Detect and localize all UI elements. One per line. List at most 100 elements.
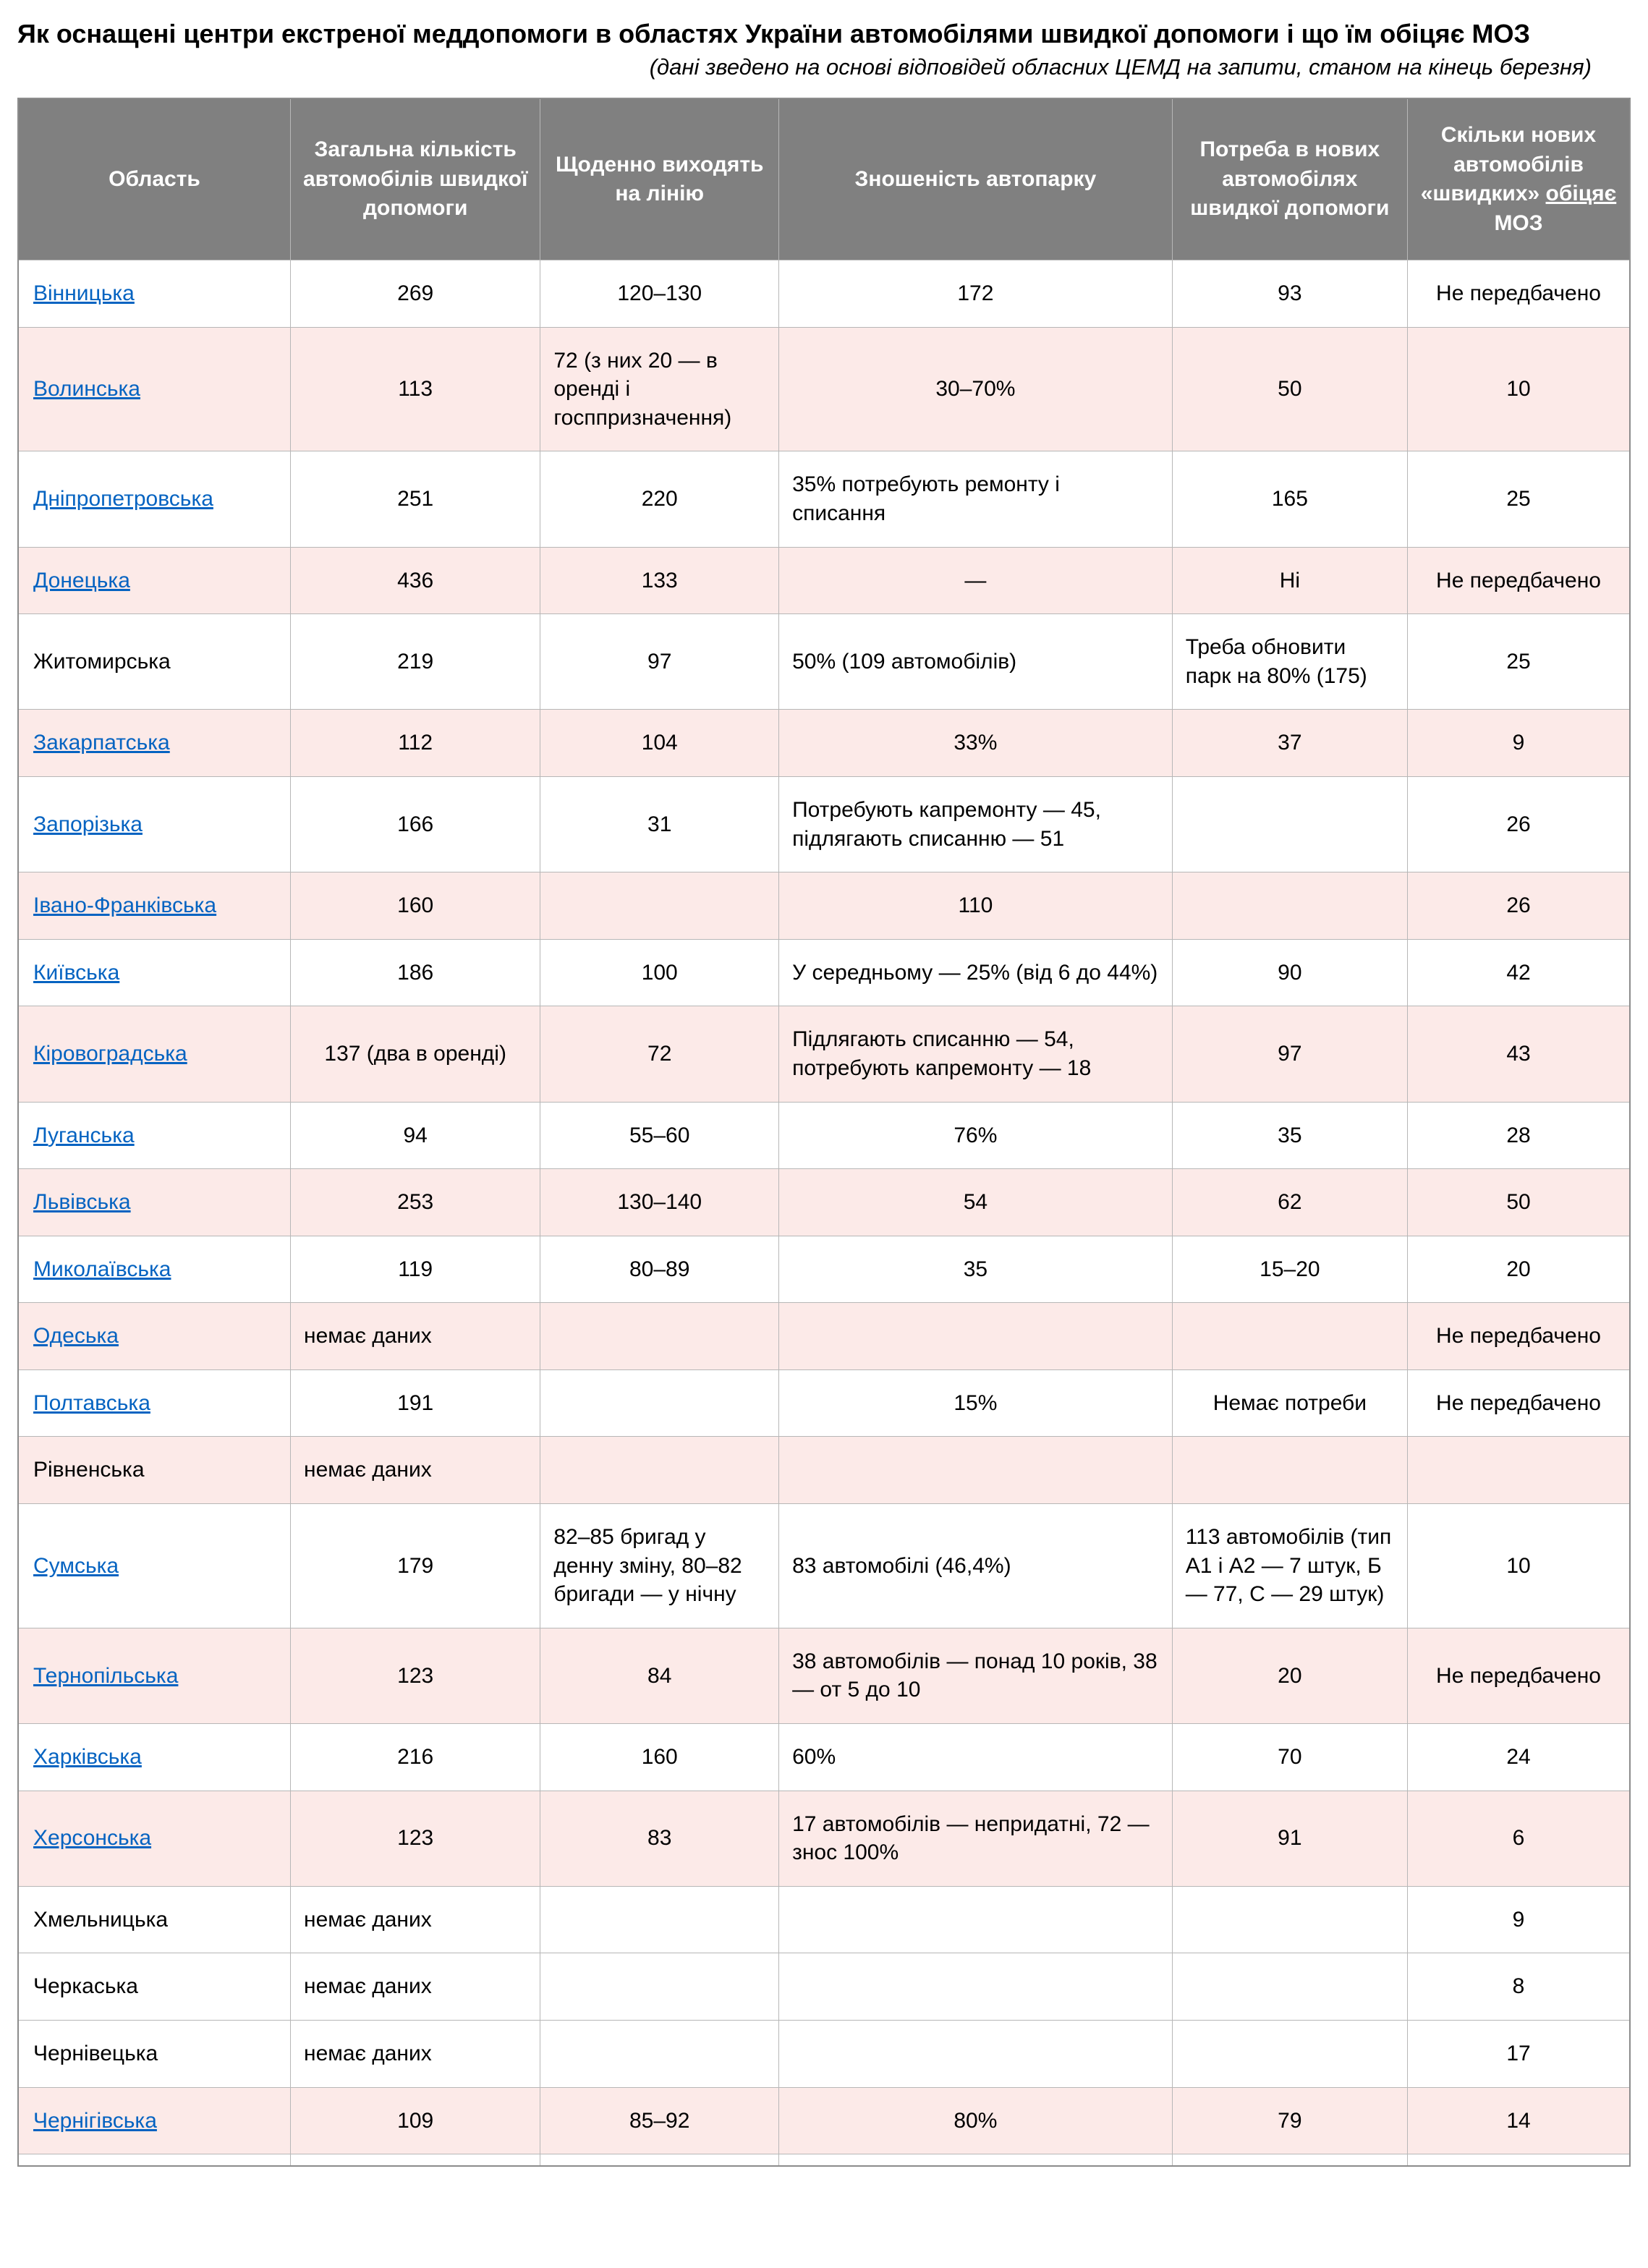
- data-cell: 160: [290, 872, 541, 940]
- region-link[interactable]: Київська: [33, 960, 120, 985]
- region-link[interactable]: Закарпатська: [33, 731, 170, 755]
- data-cell: [778, 1436, 1173, 1505]
- region-link[interactable]: Кіровоградська: [33, 1042, 187, 1066]
- region-label: Чернівецька: [33, 2042, 158, 2065]
- region-cell: Херсонська: [17, 1790, 292, 1887]
- page-subtitle: (дані зведено на основі відповідей облас…: [649, 54, 1592, 80]
- data-cell: 35: [778, 1235, 1173, 1304]
- region-link[interactable]: Чернігівська: [33, 2108, 157, 2133]
- data-cell: 62: [1171, 1168, 1409, 1236]
- data-cell: 26: [1407, 776, 1631, 873]
- data-cell: 133: [540, 546, 780, 615]
- region-label: Черкаська: [33, 1974, 138, 1999]
- data-cell: 90: [1171, 938, 1409, 1007]
- region-link[interactable]: Львівська: [33, 1190, 131, 1215]
- data-cell: немає даних: [290, 1436, 541, 1505]
- region-link[interactable]: Волинська: [33, 377, 140, 402]
- data-cell: Не передбачено: [1407, 1302, 1631, 1370]
- data-cell: 80%: [778, 2086, 1173, 2155]
- data-cell: 50% (109 автомобілів): [778, 613, 1173, 710]
- data-cell: Немає потреби: [1171, 1369, 1409, 1437]
- data-cell: 33%: [778, 709, 1173, 777]
- region-link[interactable]: Дніпропетровська: [33, 487, 213, 511]
- data-cell: [540, 2154, 780, 2167]
- data-cell: 186: [290, 938, 541, 1007]
- data-cell: [540, 1369, 780, 1437]
- data-cell: 25: [1407, 451, 1631, 548]
- data-cell: немає даних: [290, 1885, 541, 1954]
- region-cell: Львівська: [17, 1168, 292, 1236]
- data-cell: [778, 2020, 1173, 2088]
- region-link[interactable]: Луганська: [33, 1123, 135, 1147]
- data-cell: 20: [1407, 1235, 1631, 1304]
- data-cell: [1407, 1436, 1631, 1505]
- data-cell: 9: [1407, 1885, 1631, 1954]
- data-cell: 113: [290, 326, 541, 452]
- region-cell: Волинська: [17, 326, 292, 452]
- data-cell: 123: [290, 1790, 541, 1887]
- header-moh-promise-pre: Скільки нових автомобілів «швидких»: [1420, 123, 1597, 205]
- region-link[interactable]: Івано-Франківська: [33, 893, 217, 918]
- region-cell: Івано-Франківська: [17, 872, 292, 940]
- data-cell: 82–85 бригад у денну зміну, 80–82 бригад…: [540, 1503, 780, 1628]
- table-row: Київська 186 100 У середньому — 25% (від…: [17, 938, 1631, 1007]
- region-cell: [17, 2154, 292, 2167]
- table-row: Дніпропетровська 251 220 35% потребують …: [17, 451, 1631, 548]
- region-link[interactable]: Одеська: [33, 1324, 119, 1349]
- data-cell: 91: [1171, 1790, 1409, 1887]
- data-cell: 165: [1171, 451, 1409, 548]
- ambulance-table: Область Загальна кількість автомобілів ш…: [17, 98, 1631, 2167]
- region-link[interactable]: Херсонська: [33, 1826, 152, 1851]
- data-cell: 160: [540, 1723, 780, 1791]
- header-moh-promise-post: МОЗ: [1494, 211, 1543, 235]
- table-body: Вінницька 269 120–130 172 93 Не передбач…: [17, 260, 1631, 2167]
- table-row: Житомирська 219 97 50% (109 автомобілів)…: [17, 613, 1631, 710]
- region-link[interactable]: Сумська: [33, 1553, 119, 1578]
- region-cell: Житомирська: [17, 613, 292, 710]
- region-link[interactable]: Миколаївська: [33, 1257, 171, 1281]
- data-cell: [290, 2154, 541, 2167]
- region-link[interactable]: Полтавська: [33, 1390, 150, 1415]
- data-cell: Ні: [1171, 546, 1409, 615]
- data-cell: 80–89: [540, 1235, 780, 1304]
- region-link[interactable]: Донецька: [33, 568, 130, 593]
- region-link[interactable]: Харківська: [33, 1745, 142, 1770]
- data-cell: 216: [290, 1723, 541, 1791]
- data-cell: 113 автомобілів (тип А1 і А2 — 7 штук, Б…: [1171, 1503, 1409, 1628]
- data-cell: 93: [1171, 260, 1409, 328]
- data-cell: 137 (два в оренді): [290, 1006, 541, 1103]
- data-cell: [540, 1885, 780, 1954]
- data-cell: [1171, 1953, 1409, 2021]
- table-row: [17, 2154, 1631, 2167]
- region-cell: Миколаївська: [17, 1235, 292, 1304]
- region-cell: Харківська: [17, 1723, 292, 1791]
- data-cell: 24: [1407, 1723, 1631, 1791]
- header-fleet-wear: Зношеність автопарку: [778, 98, 1173, 260]
- table-row: Донецька 436 133 — Ні Не передбачено: [17, 546, 1631, 615]
- data-cell: 79: [1171, 2086, 1409, 2155]
- region-label: Рівненська: [33, 1458, 145, 1482]
- data-cell: 172: [778, 260, 1173, 328]
- data-cell: 28: [1407, 1101, 1631, 1170]
- region-cell: Кіровоградська: [17, 1006, 292, 1103]
- region-cell: Чернівецька: [17, 2020, 292, 2088]
- table-header: Область Загальна кількість автомобілів ш…: [17, 98, 1631, 260]
- region-link[interactable]: Тернопільська: [33, 1663, 179, 1688]
- data-cell: [1171, 2154, 1409, 2167]
- region-cell: Полтавська: [17, 1369, 292, 1437]
- header-row: Область Загальна кількість автомобілів ш…: [17, 98, 1631, 260]
- data-cell: 83: [540, 1790, 780, 1887]
- header-daily-on-line: Щоденно виходять на лінію: [540, 98, 780, 260]
- region-link[interactable]: Вінницька: [33, 281, 135, 305]
- region-cell: Чернігівська: [17, 2086, 292, 2155]
- header-moh-promise-underline: обіцяє: [1545, 182, 1617, 205]
- data-cell: Не передбачено: [1407, 546, 1631, 615]
- data-cell: 253: [290, 1168, 541, 1236]
- data-cell: Треба обновити парк на 80% (175): [1171, 613, 1409, 710]
- region-cell: Луганська: [17, 1101, 292, 1170]
- region-link[interactable]: Запорізька: [33, 812, 143, 836]
- data-cell: 94: [290, 1101, 541, 1170]
- table-row: Вінницька 269 120–130 172 93 Не передбач…: [17, 260, 1631, 328]
- data-cell: 43: [1407, 1006, 1631, 1103]
- header-moh-promise: Скільки нових автомобілів «швидких» обіц…: [1407, 98, 1631, 260]
